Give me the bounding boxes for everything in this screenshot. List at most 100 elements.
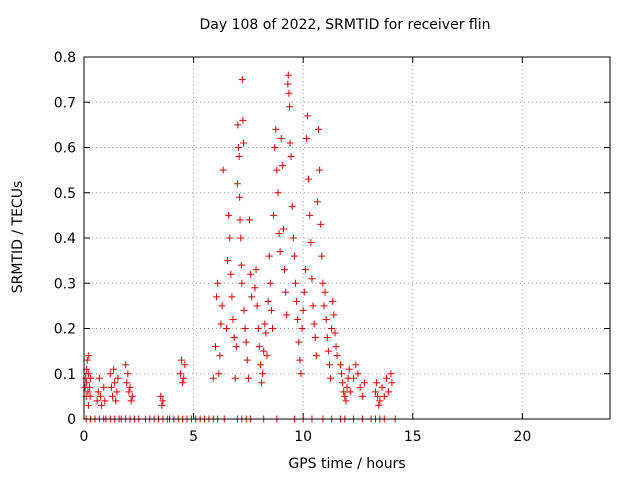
data-point [94,388,102,396]
data-point [218,302,226,310]
y-tick-label: 0.6 [54,141,76,157]
data-point [310,320,318,328]
data-point [305,175,313,183]
data-point [260,347,268,355]
data-point [176,370,184,378]
data-point [289,234,297,242]
data-point [316,166,324,174]
data-point [295,338,303,346]
data-point [325,361,333,369]
y-tick-label: 0.3 [54,276,76,292]
x-tick-label: 20 [513,429,531,445]
data-point [253,302,261,310]
data-point [306,211,314,219]
data-point [270,211,278,219]
data-point [375,401,383,409]
data-point [226,234,234,242]
data-point [214,279,222,287]
data-point [114,374,122,382]
data-point [238,279,246,287]
data-point [330,311,338,319]
data-point [84,388,92,396]
data-point [387,370,395,378]
data-point [256,361,264,369]
data-point [157,392,165,400]
data-point [313,198,321,206]
data-point [341,392,349,400]
data-point [382,374,390,382]
data-point [267,306,275,314]
data-point [298,325,306,332]
data-point [291,279,299,287]
data-point [342,397,350,405]
data-point [112,397,120,405]
data-point [232,343,240,351]
data-point [106,370,114,378]
data-point [179,379,187,387]
data-point [286,139,294,147]
data-point [380,392,388,400]
data-point [237,234,245,242]
data-point [319,279,327,287]
data-point [236,216,244,224]
data-point [93,397,101,405]
data-point [339,379,347,387]
data-point [320,302,328,310]
data-point [159,397,167,405]
data-point [240,306,248,314]
data-point [293,297,301,305]
data-point [333,352,341,360]
data-point [309,302,317,310]
data-point [338,370,346,378]
data-point [86,392,94,400]
axis-ticks [83,56,610,420]
data-point [108,392,116,400]
data-point [358,392,366,400]
y-tick-label: 0.5 [54,186,76,202]
data-point [284,80,292,88]
data-point [286,103,294,111]
data-point [356,383,364,391]
data-point [285,89,293,97]
data-points [81,71,399,423]
data-point [302,134,310,142]
data-point [279,225,287,233]
data-point [124,370,132,378]
data-point [385,388,393,396]
data-point [215,370,223,378]
data-point [361,379,369,387]
data-point [345,365,353,373]
data-point [248,293,256,301]
data-point [350,374,358,382]
data-point [219,166,227,174]
data-point [238,76,246,84]
x-axis-label: GPS time / hours [288,456,406,472]
data-point [378,383,386,391]
data-point [101,397,109,405]
y-tick-label: 0.8 [54,50,76,66]
data-point [212,343,219,351]
data-point [331,329,339,337]
data-point [209,374,217,382]
x-tick-label: 0 [80,429,89,445]
data-point [222,325,230,332]
data-point [240,139,248,147]
data-point [237,261,245,269]
y-tick-label: 0.1 [54,367,76,383]
data-point [235,153,243,161]
data-point [287,153,295,161]
data-point [84,401,92,409]
data-point [241,325,249,332]
tick-labels: 0 0.1 0.2 0.3 0.4 0.5 0.6 0.7 0.8 0 5 10 15 20 [54,50,532,445]
data-point [376,397,384,405]
data-point [113,388,121,396]
data-point [245,216,253,224]
data-point [277,134,285,142]
data-point [352,361,360,369]
data-point [274,189,282,197]
data-point [231,374,239,382]
data-point [125,388,133,396]
data-point [255,343,263,351]
data-point [294,315,302,323]
